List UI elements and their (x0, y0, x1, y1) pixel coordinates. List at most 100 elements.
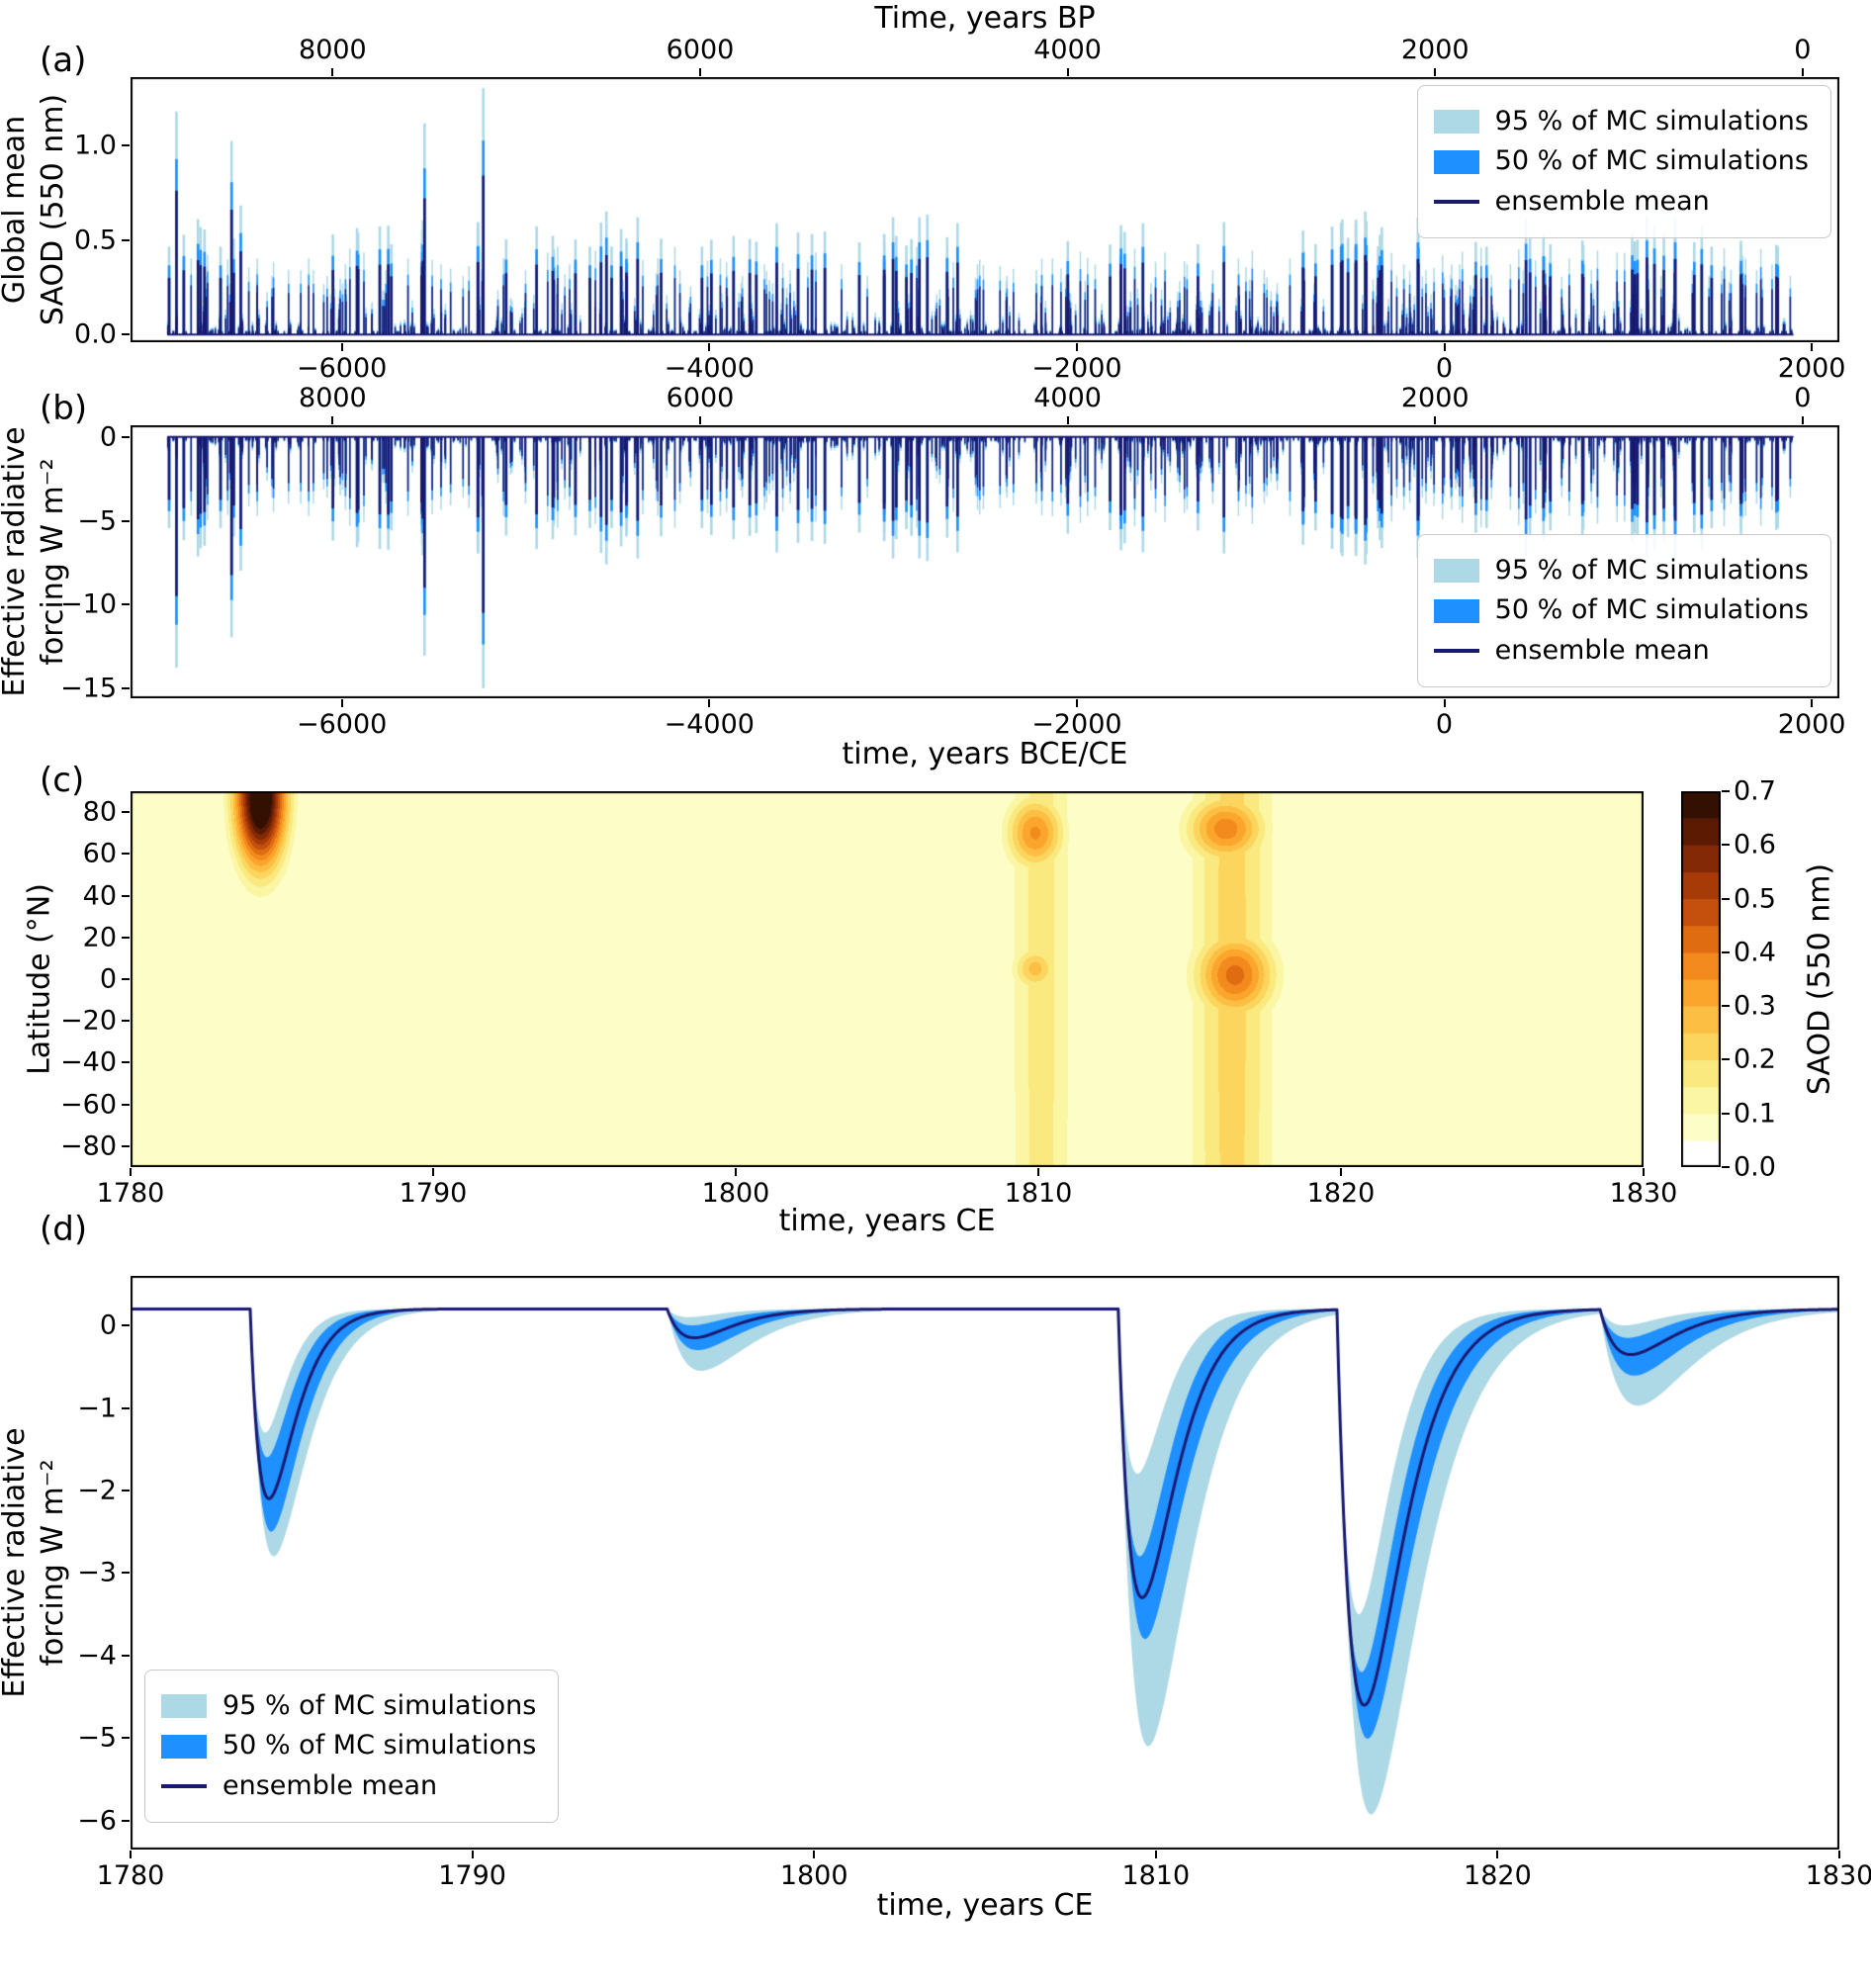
panel-d-ylabel: Effective radiative forcing W m⁻² (0, 1427, 72, 1697)
p50-band-swatch (1433, 149, 1479, 174)
y-tick (122, 1406, 130, 1409)
y-tick (122, 978, 130, 980)
y-tick (1722, 1112, 1730, 1115)
p95-band-label: 95 % of MC simulations (1494, 106, 1809, 136)
y-tick-label: 0.4 (1734, 937, 1776, 968)
y-tick-label: 40 (82, 880, 117, 912)
x-tick (1643, 1168, 1645, 1176)
x-tick (1496, 1851, 1499, 1858)
ensemble-mean-line-swatch (161, 1784, 207, 1788)
y-tick (122, 603, 130, 606)
legend-panel-b: 95 % of MC simulations 50 % of MC simula… (1416, 534, 1831, 688)
p50-band-swatch (1433, 598, 1479, 623)
legend-row: 50 % of MC simulations (1433, 145, 1809, 177)
x-tick (708, 343, 711, 351)
colorbar-label: SAOD (550 nm) (1802, 862, 1837, 1096)
x-tick-label: −4000 (664, 353, 755, 384)
y-tick-label: 0.1 (1734, 1098, 1776, 1130)
y-tick-label: 0.0 (74, 318, 117, 350)
x-tick-label: 1810 (1004, 1178, 1073, 1209)
x-tick-label: 8000 (299, 35, 367, 65)
x-tick-label: 1810 (1121, 1860, 1191, 1891)
y-tick-label: −2 (77, 1475, 117, 1506)
x-tick (331, 416, 334, 424)
panel-c-canvas (131, 791, 1644, 1167)
y-tick (1722, 1058, 1730, 1061)
x-tick-label: 2000 (1400, 383, 1470, 413)
x-tick-label: 4000 (1033, 383, 1102, 413)
x-tick (1434, 68, 1437, 76)
x-tick (708, 699, 711, 707)
x-tick-label: 4000 (1033, 35, 1102, 65)
p95-band-label: 95 % of MC simulations (1494, 555, 1809, 586)
top-axis-title: Time, years BP (874, 1, 1096, 36)
y-tick-label: −3 (77, 1557, 117, 1588)
x-tick (1801, 68, 1804, 76)
ensemble-mean-label: ensemble mean (1494, 634, 1710, 666)
y-tick (1722, 1005, 1730, 1008)
y-tick (122, 1489, 130, 1491)
x-tick-label: 1800 (779, 1860, 848, 1891)
panel-d-xlabel: time, years CE (876, 1888, 1094, 1923)
y-tick (1722, 950, 1730, 953)
y-tick-label: 0.7 (1734, 775, 1776, 807)
y-tick-label: −20 (60, 1005, 117, 1037)
legend-row: 95 % of MC simulations (1433, 106, 1809, 137)
y-tick (1722, 897, 1730, 900)
ensemble-mean-line-swatch (1433, 200, 1479, 204)
p95-band-swatch (161, 1694, 207, 1719)
y-tick (122, 1737, 130, 1740)
x-tick (1340, 1168, 1342, 1176)
y-tick-label: 0.0 (1734, 1151, 1776, 1183)
y-tick (1722, 844, 1730, 847)
x-tick (340, 343, 343, 351)
y-tick (122, 1654, 130, 1657)
y-tick (122, 811, 130, 814)
y-tick-label: −15 (60, 673, 117, 704)
x-tick-label: −2000 (1031, 353, 1122, 384)
y-tick-label: −10 (60, 588, 117, 620)
y-tick-label: 0 (99, 1310, 117, 1341)
panel-b-ylabel: Effective radiative forcing W m⁻² (0, 426, 72, 696)
x-tick (1811, 343, 1814, 351)
y-tick-label: 1.0 (74, 130, 117, 161)
y-tick (122, 333, 130, 336)
y-tick (122, 1324, 130, 1327)
y-tick-label: 0.5 (1734, 883, 1776, 915)
x-tick (1066, 68, 1069, 76)
y-tick-label: −5 (77, 505, 117, 536)
x-tick (1154, 1851, 1157, 1858)
x-tick (1075, 343, 1078, 351)
y-tick (122, 143, 130, 146)
panel-a-letter: (a) (40, 41, 87, 80)
x-tick-label: 2000 (1777, 709, 1846, 740)
legend-row: 95 % of MC simulations (161, 1690, 536, 1722)
x-tick (1443, 699, 1446, 707)
x-tick-label: 0 (1435, 709, 1454, 740)
x-tick-label: −6000 (297, 353, 388, 384)
x-tick (331, 68, 334, 76)
p95-band-swatch (1433, 110, 1479, 135)
ylabel-line: Effective radiative (0, 1427, 32, 1698)
legend-row: 50 % of MC simulations (161, 1730, 536, 1762)
y-tick (122, 686, 130, 689)
legend-panel-a: 95 % of MC simulations 50 % of MC simula… (1416, 85, 1831, 239)
y-tick-label: −40 (60, 1046, 117, 1078)
p50-band-label: 50 % of MC simulations (223, 1730, 537, 1762)
panel-b-xlabel: time, years BCE/CE (842, 737, 1128, 771)
panel-a-ylabel: Global mean SAOD (550 nm) (0, 94, 72, 325)
y-tick-label: 0 (99, 421, 117, 453)
y-tick (122, 519, 130, 522)
p95-band-swatch (1433, 559, 1479, 584)
x-tick-label: 0 (1435, 353, 1454, 384)
x-tick-label: 1780 (96, 1860, 165, 1891)
ensemble-mean-line-swatch (1433, 649, 1479, 653)
x-tick-label: −6000 (297, 709, 388, 740)
y-tick-label: −4 (77, 1640, 117, 1672)
y-tick (122, 1144, 130, 1147)
x-tick-label: 6000 (666, 383, 735, 413)
y-tick (122, 435, 130, 438)
x-tick-label: −2000 (1031, 709, 1122, 740)
y-tick-label: −80 (60, 1130, 117, 1162)
